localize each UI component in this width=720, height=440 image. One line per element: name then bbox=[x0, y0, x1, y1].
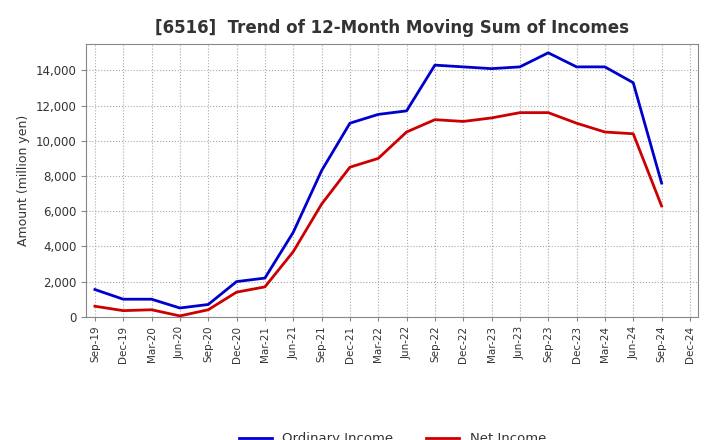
Ordinary Income bbox=[233, 279, 241, 284]
Ordinary Income bbox=[572, 64, 581, 70]
Ordinary Income bbox=[289, 230, 297, 235]
Net Income bbox=[600, 129, 609, 135]
Net Income bbox=[487, 115, 496, 121]
Ordinary Income bbox=[657, 180, 666, 186]
Net Income bbox=[402, 129, 411, 135]
Ordinary Income bbox=[261, 275, 269, 281]
Net Income bbox=[204, 307, 212, 312]
Net Income bbox=[176, 313, 184, 319]
Ordinary Income bbox=[176, 305, 184, 311]
Ordinary Income bbox=[91, 287, 99, 292]
Ordinary Income bbox=[629, 80, 637, 85]
Net Income bbox=[431, 117, 439, 122]
Net Income bbox=[289, 249, 297, 254]
Net Income bbox=[572, 121, 581, 126]
Net Income bbox=[629, 131, 637, 136]
Y-axis label: Amount (million yen): Amount (million yen) bbox=[17, 115, 30, 246]
Ordinary Income bbox=[346, 121, 354, 126]
Net Income bbox=[261, 284, 269, 290]
Ordinary Income bbox=[487, 66, 496, 71]
Line: Net Income: Net Income bbox=[95, 113, 662, 316]
Net Income bbox=[148, 307, 156, 312]
Ordinary Income bbox=[374, 112, 382, 117]
Ordinary Income bbox=[431, 62, 439, 68]
Ordinary Income bbox=[402, 108, 411, 114]
Net Income bbox=[544, 110, 552, 115]
Ordinary Income bbox=[148, 297, 156, 302]
Net Income bbox=[459, 119, 467, 124]
Line: Ordinary Income: Ordinary Income bbox=[95, 53, 662, 308]
Ordinary Income bbox=[318, 168, 326, 173]
Ordinary Income bbox=[459, 64, 467, 70]
Net Income bbox=[119, 308, 127, 313]
Net Income bbox=[346, 165, 354, 170]
Net Income bbox=[657, 203, 666, 209]
Net Income bbox=[233, 290, 241, 295]
Ordinary Income bbox=[204, 302, 212, 307]
Ordinary Income bbox=[516, 64, 524, 70]
Ordinary Income bbox=[544, 50, 552, 55]
Net Income bbox=[516, 110, 524, 115]
Net Income bbox=[318, 202, 326, 207]
Net Income bbox=[374, 156, 382, 161]
Legend: Ordinary Income, Net Income: Ordinary Income, Net Income bbox=[233, 427, 552, 440]
Ordinary Income bbox=[119, 297, 127, 302]
Ordinary Income bbox=[600, 64, 609, 70]
Title: [6516]  Trend of 12-Month Moving Sum of Incomes: [6516] Trend of 12-Month Moving Sum of I… bbox=[156, 19, 629, 37]
Net Income bbox=[91, 304, 99, 309]
